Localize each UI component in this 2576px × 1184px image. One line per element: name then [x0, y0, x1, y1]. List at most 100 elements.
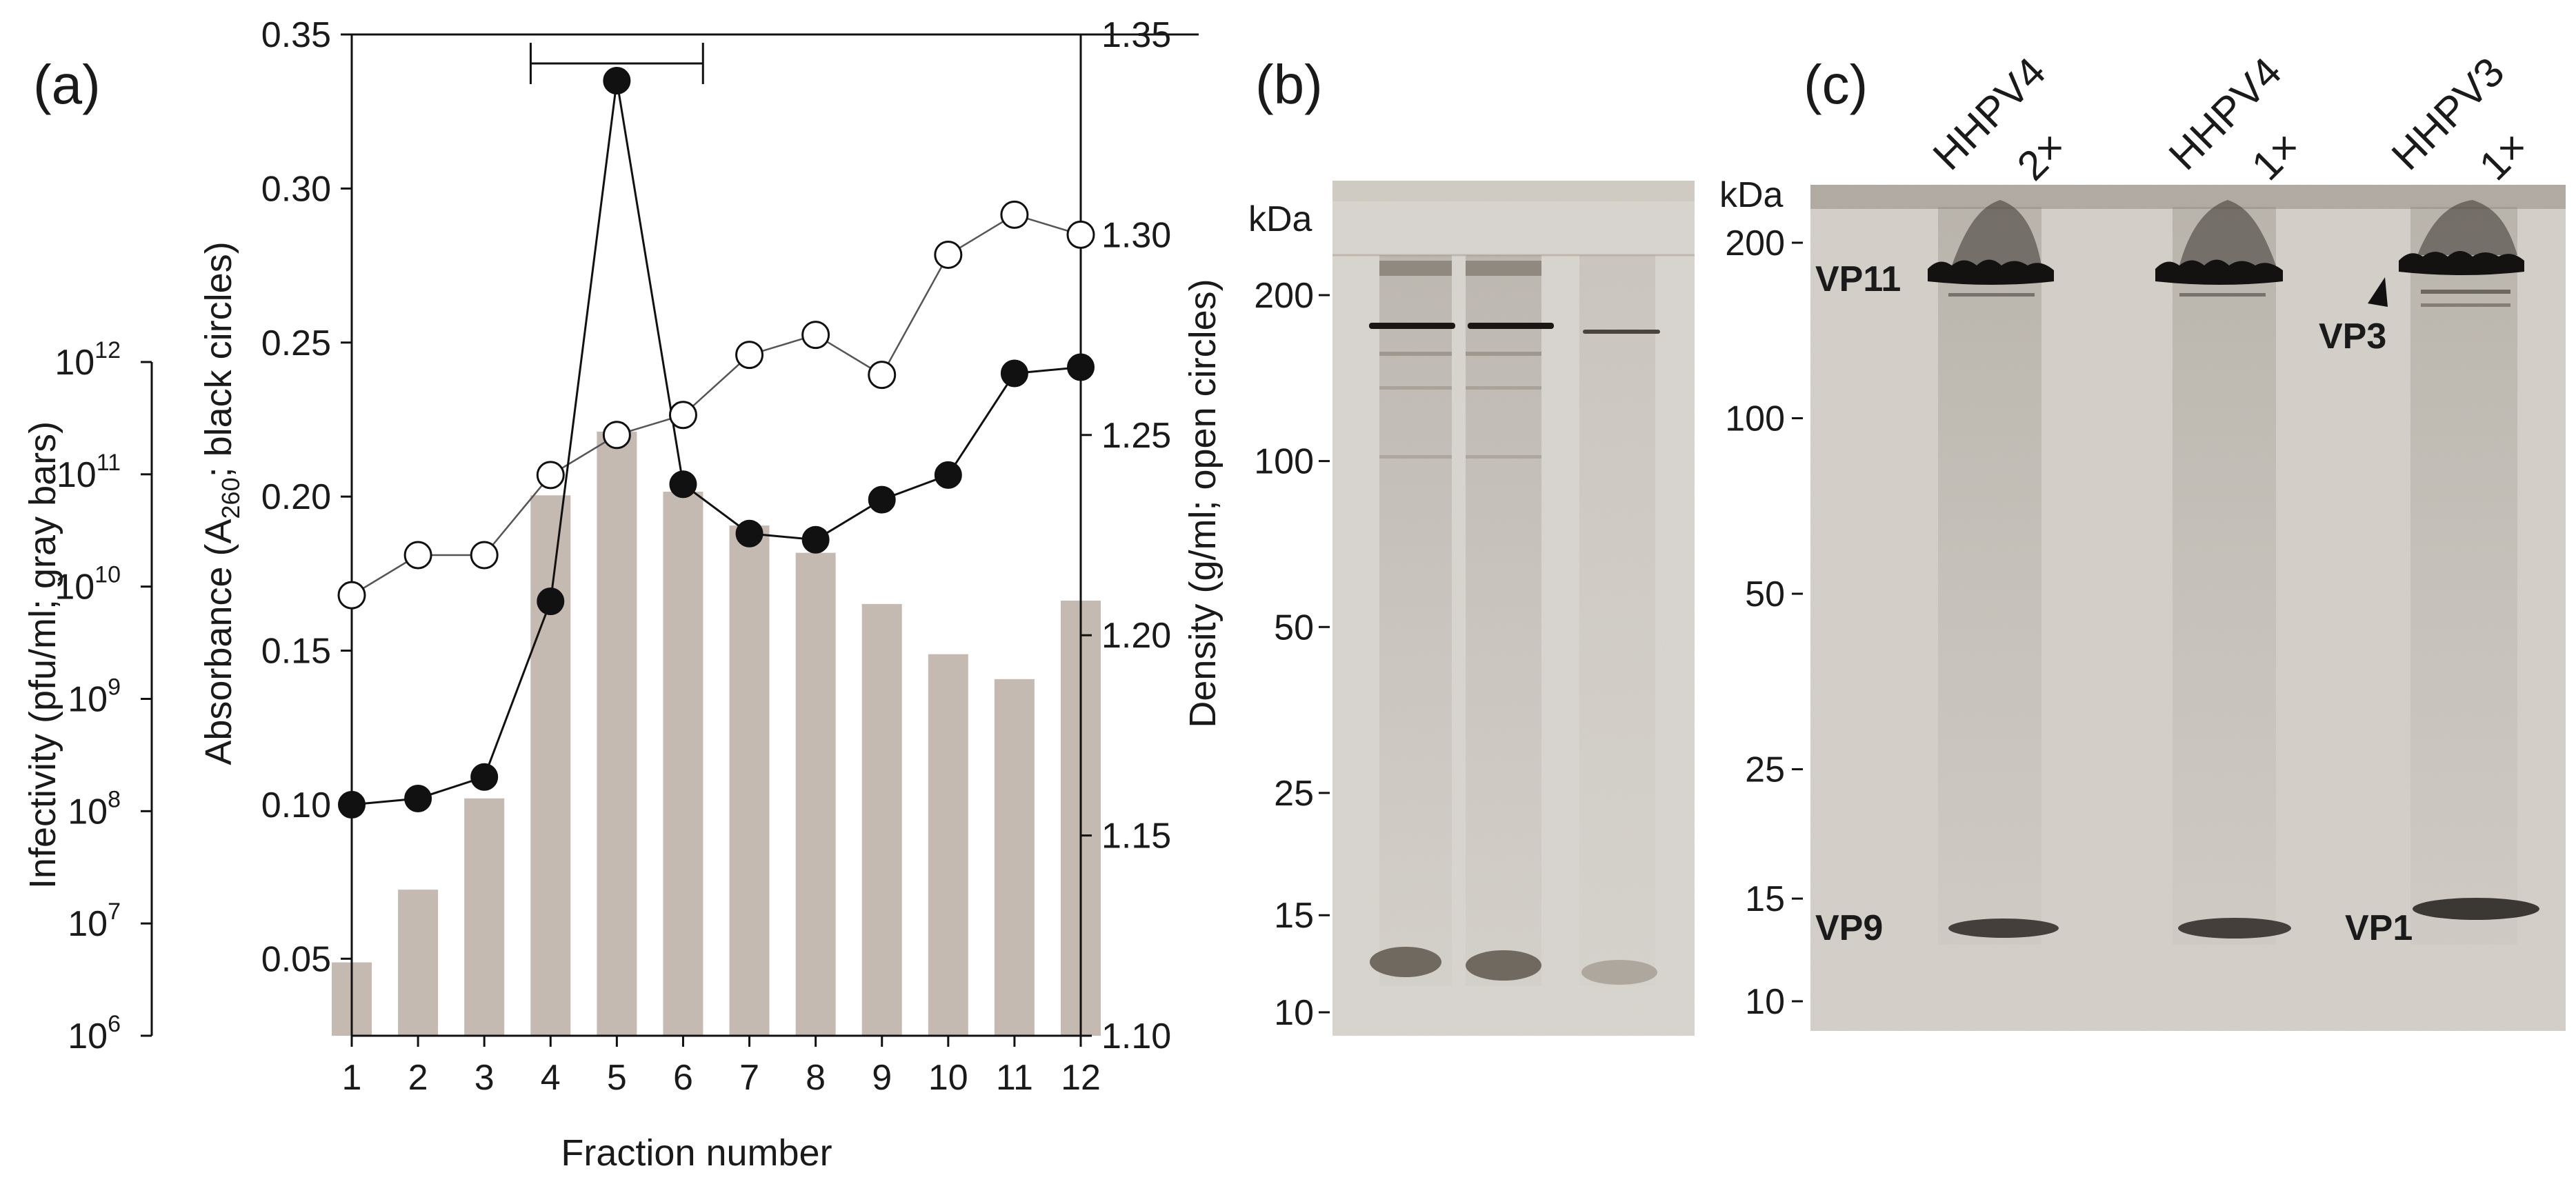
infectivity-bars	[332, 431, 1101, 1036]
infectivity-tick-base: 10	[54, 343, 94, 383]
x-tick-label: 11	[996, 1058, 1033, 1098]
panel-b-label: (b)	[1255, 54, 1323, 115]
density-tick-label: 1.30	[1101, 215, 1171, 255]
kda-tick-label: 25	[1274, 774, 1314, 814]
bar-fraction-8	[795, 552, 836, 1036]
x-tick-label: 10	[928, 1058, 968, 1098]
density-tick-label: 1.25	[1101, 416, 1171, 456]
bar-fraction-4	[530, 495, 571, 1036]
x-tick-label: 4	[541, 1058, 561, 1098]
infectivity-tick-exp: 10	[94, 562, 121, 588]
absorbance-tick-label: 0.20	[261, 477, 331, 517]
panel-a-series	[337, 67, 1095, 819]
band-label-vp1: VP1	[2345, 908, 2413, 948]
gel-c-kda-header: kDa	[1719, 175, 1784, 215]
x-tick-label: 6	[673, 1058, 693, 1098]
absorbance-point-7	[735, 519, 763, 548]
panel-a-tick-labels: 1 2 3 4 5 6 7 8 9 10 11 120.050.100.150.200.250.300…	[54, 15, 1171, 1098]
gel-b-kda-header: kDa	[1248, 199, 1312, 239]
absorbance-point-11	[1000, 359, 1028, 388]
infectivity-tick-base: 10	[68, 1016, 108, 1056]
density-point-4	[536, 461, 565, 490]
x-tick-label: 7	[739, 1058, 759, 1098]
infectivity-tick-label: 109	[68, 674, 121, 720]
panel-a: (a) 1 2 3 4 5 6 7 8 9 10 11 120.050.100.150.200.250…	[22, 15, 1224, 1174]
x-tick-label: 5	[607, 1058, 627, 1098]
lane-header-1: HHPV4 2×	[1924, 48, 2075, 189]
density-point-2	[403, 541, 432, 570]
absorbance-tick-label: 0.15	[261, 632, 331, 672]
infectivity-tick-base: 10	[54, 568, 94, 608]
panel-a-label: (a)	[33, 54, 101, 115]
bar-fraction-6	[663, 492, 703, 1036]
x-tick-label: 9	[872, 1058, 892, 1098]
lane-header-3: HHPV3 1×	[2383, 48, 2537, 189]
gel-b-markers: 200 100 50 25 15 10	[1254, 276, 1330, 1033]
x-tick-label: 3	[475, 1058, 495, 1098]
absorbance-point-4	[537, 588, 565, 616]
density-point-12	[1066, 220, 1095, 249]
kda-tick-label: 15	[1745, 879, 1785, 919]
density-point-10	[934, 240, 963, 269]
gel-c-image	[1810, 185, 2566, 1031]
band-label-vp11: VP11	[1815, 259, 1901, 299]
infectivity-tick-exp: 7	[108, 899, 121, 925]
infectivity-tick-base: 10	[57, 455, 97, 495]
absorbance-point-5	[603, 67, 631, 95]
infectivity-tick-exp: 9	[108, 674, 121, 701]
density-point-8	[801, 321, 830, 350]
x-tick-label: 8	[806, 1058, 826, 1098]
bar-fraction-11	[994, 679, 1035, 1036]
density-point-3	[470, 541, 499, 570]
panel-a-axes	[141, 33, 1199, 1047]
infectivity-tick-exp: 6	[108, 1011, 121, 1037]
bar-fraction-2	[398, 890, 439, 1036]
absorbance-point-3	[470, 763, 499, 791]
density-point-9	[868, 361, 897, 390]
density-tick-label: 1.15	[1101, 816, 1171, 856]
x-tick-label: 1	[342, 1058, 362, 1098]
lane-1-load: 2×	[2008, 123, 2075, 189]
absorbance-point-2	[404, 784, 432, 812]
kda-tick-label: 200	[1725, 223, 1785, 263]
density-tick-label: 1.10	[1101, 1016, 1171, 1056]
x-tick-label: 12	[1061, 1058, 1101, 1098]
kda-tick-label: 50	[1274, 608, 1314, 648]
density-point-6	[668, 401, 697, 430]
panel-b: (b) kDa 200 100 50 25 15 10	[1248, 54, 1695, 1036]
absorbance-tick-label: 0.05	[261, 939, 331, 979]
infectivity-tick-label: 107	[68, 899, 121, 944]
density-tick-label: 1.35	[1101, 15, 1171, 55]
infectivity-tick-exp: 8	[108, 786, 121, 812]
infectivity-tick-label: 106	[68, 1011, 121, 1056]
bar-fraction-10	[928, 654, 968, 1036]
kda-tick-label: 10	[1274, 993, 1314, 1033]
absorbance-point-8	[801, 525, 830, 554]
lane-header-2: HHPV4 1×	[2160, 48, 2309, 189]
kda-tick-label: 15	[1274, 896, 1314, 936]
bar-fraction-9	[861, 603, 902, 1036]
kda-tick-label: 25	[1745, 750, 1785, 790]
density-point-11	[1000, 200, 1029, 229]
kda-tick-label: 50	[1745, 574, 1785, 614]
density-axis-title: Density (g/ml; open circles)	[1182, 279, 1224, 728]
absorbance-point-12	[1067, 353, 1095, 381]
bar-fraction-5	[597, 431, 637, 1036]
infectivity-tick-label: 1012	[54, 337, 121, 383]
panel-c-label: (c)	[1804, 54, 1868, 115]
gel-b-image	[1332, 181, 1695, 1036]
absorbance-point-10	[934, 461, 962, 489]
absorbance-point-9	[868, 485, 896, 514]
infectivity-tick-base: 10	[68, 792, 108, 832]
panel-c: (c) kDa 200 100 50 25 15 10 HHPV4 2× HHPV4 1×…	[1719, 48, 2566, 1031]
lane-2-load: 1×	[2243, 123, 2309, 189]
density-tick-label: 1.20	[1101, 616, 1171, 656]
kda-tick-label: 100	[1725, 399, 1785, 439]
gel-c-markers: 200 100 50 25 15 10	[1725, 223, 1803, 1022]
infectivity-tick-label: 1011	[57, 450, 121, 495]
absorbance-point-1	[338, 790, 366, 819]
x-tick-label: 2	[408, 1058, 428, 1098]
absorbance-tick-label: 0.35	[261, 15, 331, 55]
absorbance-tick-label: 0.30	[261, 169, 331, 209]
